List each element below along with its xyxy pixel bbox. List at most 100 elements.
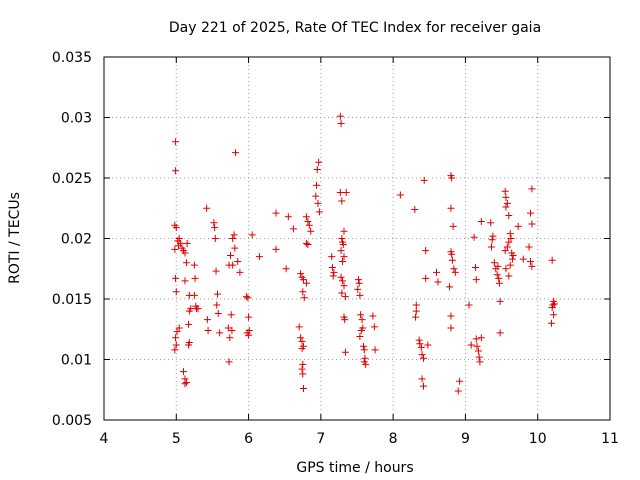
data-point	[244, 294, 252, 302]
data-point	[299, 288, 307, 296]
x-tick-label: 4	[100, 431, 109, 447]
data-point	[493, 271, 501, 279]
data-points	[171, 112, 558, 395]
data-point	[470, 233, 478, 241]
data-point	[362, 360, 370, 368]
data-point	[370, 323, 378, 331]
data-point	[472, 264, 480, 272]
tick-labels: 4 5 6 7 8 9 10 11 0.005 0.01 0.015 0.02 0.025 0.03 0.0…	[52, 50, 619, 447]
data-point	[489, 232, 497, 240]
y-tick-label: 0.02	[61, 232, 92, 248]
data-point	[236, 268, 244, 276]
data-point	[412, 313, 420, 321]
data-point	[190, 261, 198, 269]
y-tick-label: 0.01	[61, 353, 92, 369]
data-point	[245, 331, 253, 339]
data-point	[354, 276, 362, 284]
data-point	[228, 326, 236, 334]
data-point	[487, 219, 495, 227]
data-point	[528, 220, 536, 228]
data-point	[418, 351, 426, 359]
data-point	[337, 247, 345, 255]
data-point	[550, 311, 558, 319]
data-point	[194, 305, 202, 313]
data-point	[371, 346, 379, 354]
data-point	[172, 274, 180, 282]
x-tick-label: 5	[172, 431, 181, 447]
data-point	[304, 218, 312, 226]
data-point	[341, 316, 349, 324]
data-point	[315, 158, 323, 166]
data-point	[340, 253, 348, 261]
data-point	[298, 365, 306, 373]
data-point	[447, 324, 455, 332]
data-point	[297, 334, 305, 342]
data-point	[487, 243, 495, 251]
data-point	[180, 368, 188, 376]
data-point	[181, 249, 189, 257]
data-point	[501, 247, 509, 255]
x-tick-label: 6	[244, 431, 253, 447]
data-point	[526, 209, 534, 217]
x-axis-title: GPS time / hours	[296, 460, 413, 476]
data-point	[298, 345, 306, 353]
data-point	[495, 279, 503, 287]
data-point	[183, 239, 191, 247]
data-point	[242, 293, 250, 301]
data-point	[356, 291, 364, 299]
data-point	[181, 380, 189, 388]
data-point	[341, 293, 349, 301]
data-point	[340, 282, 348, 290]
data-point	[210, 219, 218, 227]
data-point	[339, 257, 347, 265]
data-point	[341, 348, 349, 356]
data-point	[509, 251, 517, 259]
data-point	[289, 225, 297, 233]
x-tick-label: 11	[601, 431, 619, 447]
data-point	[185, 341, 193, 349]
data-point	[231, 244, 239, 252]
data-point	[526, 257, 534, 265]
data-point	[446, 283, 454, 291]
data-point	[171, 346, 179, 354]
data-point	[313, 166, 321, 174]
data-point	[182, 378, 190, 386]
data-point	[338, 289, 346, 297]
data-point	[342, 189, 350, 197]
data-point	[307, 227, 315, 235]
data-point	[472, 276, 480, 284]
data-point	[313, 181, 321, 189]
data-point	[248, 231, 256, 239]
data-point	[337, 273, 345, 281]
data-point	[507, 235, 515, 242]
data-point	[396, 191, 404, 199]
data-point	[525, 243, 533, 251]
x-tick-label: 8	[389, 431, 398, 447]
data-point	[412, 301, 420, 309]
data-point	[420, 354, 428, 362]
data-point	[502, 265, 510, 273]
data-point	[415, 336, 423, 344]
data-point	[225, 358, 233, 366]
data-point	[300, 294, 308, 302]
data-point	[234, 257, 242, 265]
data-point	[508, 255, 516, 263]
data-point	[211, 224, 219, 232]
data-point	[204, 326, 212, 334]
data-point	[360, 342, 368, 350]
data-point	[506, 261, 514, 269]
data-point	[412, 307, 420, 315]
data-point	[339, 241, 347, 249]
data-point	[550, 300, 558, 308]
data-point	[456, 377, 464, 385]
data-point	[475, 353, 483, 361]
data-point	[490, 259, 498, 267]
data-point	[449, 222, 457, 230]
data-point	[229, 235, 237, 242]
data-point	[416, 340, 424, 348]
data-point	[172, 167, 180, 175]
data-point	[191, 274, 199, 282]
x-tick-label: 7	[316, 431, 325, 447]
data-point	[447, 204, 455, 212]
